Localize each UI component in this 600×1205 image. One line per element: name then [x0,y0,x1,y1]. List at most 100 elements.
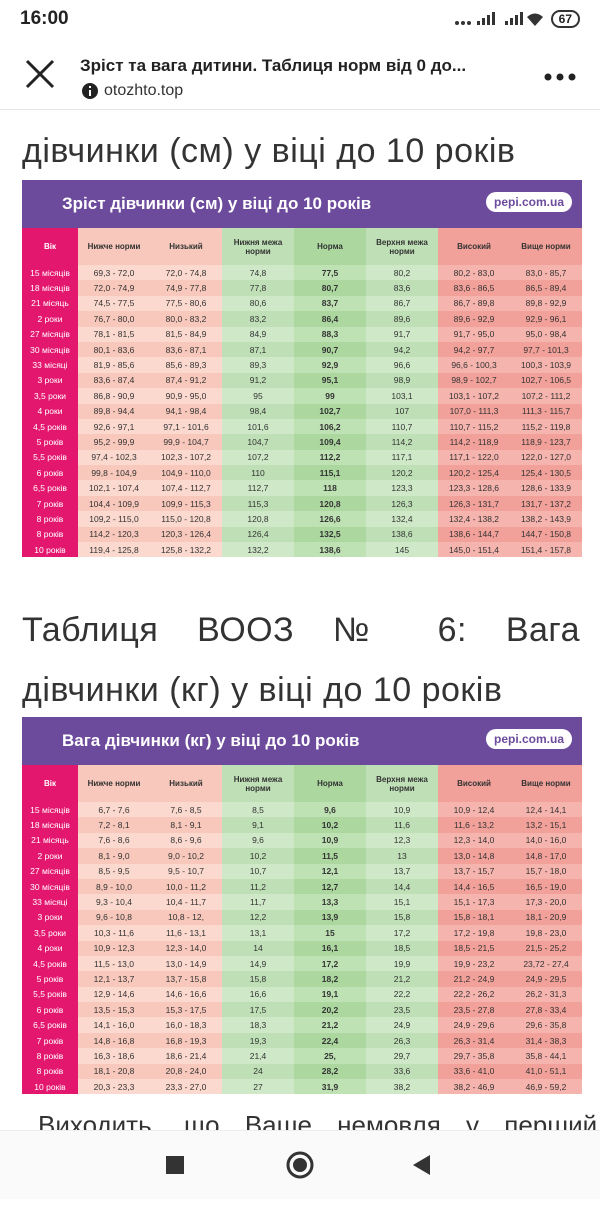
cell: 8 років [22,526,78,543]
cell: 16,0 - 18,3 [150,1017,222,1033]
cell: 2 роки [22,848,78,864]
cell: 87,4 - 91,2 [150,372,222,389]
cell: 18,3 [222,1017,294,1033]
cell: 17,2 [366,925,438,941]
cell: 120,8 [222,511,294,527]
cell: 102,1 - 107,4 [78,480,150,496]
cell: 27 місяців [22,326,78,342]
row: 8 років 114,2 - 120,3 120,3 - 126,4 126,4 13… [22,526,582,543]
heading: Таблиця ВООЗ № 6: Вага дівчинки (кг) у в… [22,611,580,709]
cell: 13,7 - 15,8 [150,971,222,987]
cell: 115,1 [294,465,366,481]
home-button[interactable] [286,1151,314,1179]
cell: 98,9 - 102,7 [438,372,510,389]
cell: 21,2 - 24,9 [438,971,510,987]
cell: 132,2 [222,542,294,558]
cell: 9,6 [222,832,294,849]
cell: 24,9 - 29,5 [510,971,582,987]
cell: 7,6 - 8,5 [150,802,222,818]
cell: 17,2 - 19,8 [438,925,510,941]
cell: 15 місяців [22,802,78,818]
cell: 13,5 - 15,3 [78,1002,150,1018]
header-cell: Нижня межа норми [222,765,294,802]
row: 10 років 119,4 - 125,8 125,8 - 132,2 132,2 1… [22,542,582,558]
cell: 14,0 - 16,0 [510,832,582,849]
cell: 102,7 - 106,5 [510,372,582,389]
cell: 15,7 - 18,0 [510,863,582,879]
cell: 19,8 - 23,0 [510,925,582,941]
row: 21 місяць 74,5 - 77,5 77,5 - 80,6 80,6 83,7 8… [22,295,582,312]
cell: 103,1 - 107,2 [438,388,510,404]
row: 4,5 років 11,5 - 13,0 13,0 - 14,9 14,9 17,2 1… [22,955,582,972]
cell: 5,5 років [22,986,78,1003]
back-button[interactable] [413,1155,430,1175]
row: 33 місяці 9,3 - 10,4 10,4 - 11,7 11,7 13,3 15… [22,894,582,910]
row: 21 місяць 7,6 - 8,6 8,6 - 9,6 9,6 10,9 12,3 12… [22,832,582,849]
cell: 97,4 - 102,3 [78,449,150,466]
cell: 10 років [22,1079,78,1095]
cell: 20,3 - 23,3 [78,1079,150,1095]
cell: 119,4 - 125,8 [78,542,150,558]
cell: 115,3 [222,495,294,512]
browser-bar: Зріст та вага дитини. Таблиця норм від 0… [0,38,600,110]
recents-button[interactable] [166,1156,184,1174]
row: 10 років 20,3 - 23,3 23,3 - 27,0 27 31,9 38,2… [22,1079,582,1095]
cell: 86,4 [294,311,366,327]
cell: 12,4 - 14,1 [510,802,582,818]
cell: 80,2 [366,265,438,281]
cell: 11,5 - 13,0 [78,955,150,972]
cell: 10,9 [294,832,366,849]
cell: 22,2 - 26,2 [438,986,510,1003]
cell: 33,6 [366,1063,438,1080]
cell: 9,5 - 10,7 [150,863,222,879]
cell: 25, [294,1048,366,1064]
cell: 138,6 [294,542,366,558]
cell: 132,4 [366,511,438,527]
header-cell: Вік [22,228,78,265]
cell: 132,5 [294,526,366,543]
cell: 26,3 - 31,4 [438,1032,510,1049]
close-button[interactable] [24,58,58,92]
cell: 22,4 [294,1032,366,1049]
row: 7 років 104,4 - 109,9 109,9 - 115,3 115,3 12… [22,495,582,512]
cell: 138,2 - 143,9 [510,511,582,527]
cell: 104,7 [222,434,294,450]
cell: 109,4 [294,434,366,450]
cell: 120,8 [294,495,366,512]
header-cell: Вище норми [510,765,582,802]
cell: 6,5 років [22,1017,78,1033]
cell: 92,9 - 96,1 [510,311,582,327]
cell: 96,6 - 100,3 [438,357,510,373]
row: 3 роки 9,6 - 10,8 10,8 - 12, 12,2 13,9 15,8 15… [22,909,582,926]
table-image: Зріст дівчинки (см) у віці до 10 років pe… [22,180,582,558]
cell: 38,2 [366,1079,438,1095]
cell: 98,9 [366,372,438,389]
cell: 69,3 - 72,0 [78,265,150,281]
nav-icons [166,1151,430,1179]
battery: 67 [550,10,580,28]
cell: 27,8 - 33,4 [510,1002,582,1018]
cell: 33,6 - 41,0 [438,1063,510,1080]
cell: 72,0 - 74,8 [150,265,222,281]
cell: 3 роки [22,909,78,926]
header-cell: Вище норми [510,228,582,265]
cell: 83,6 - 86,5 [438,280,510,296]
cell: 76,7 - 80,0 [78,311,150,327]
cell: 15,8 [366,909,438,926]
cell: 10,0 - 11,2 [150,878,222,895]
cell: 87,1 [222,341,294,358]
cell: 15,8 - 18,1 [438,909,510,926]
cell: 33 місяці [22,357,78,373]
menu-button[interactable] [544,72,578,82]
cell: 114,2 - 118,9 [438,434,510,450]
cell: 95,2 - 99,9 [78,434,150,450]
header-cell: Верхня межа норми [366,228,438,265]
cell: 72,0 - 74,9 [78,280,150,296]
cell: 91,7 - 95,0 [438,326,510,342]
logo: pepi.com.ua [485,192,572,212]
info-icon[interactable] [82,83,98,99]
cell: 131,7 - 137,2 [510,495,582,512]
cell: 14,9 [222,955,294,972]
cell: 15 [294,925,366,941]
